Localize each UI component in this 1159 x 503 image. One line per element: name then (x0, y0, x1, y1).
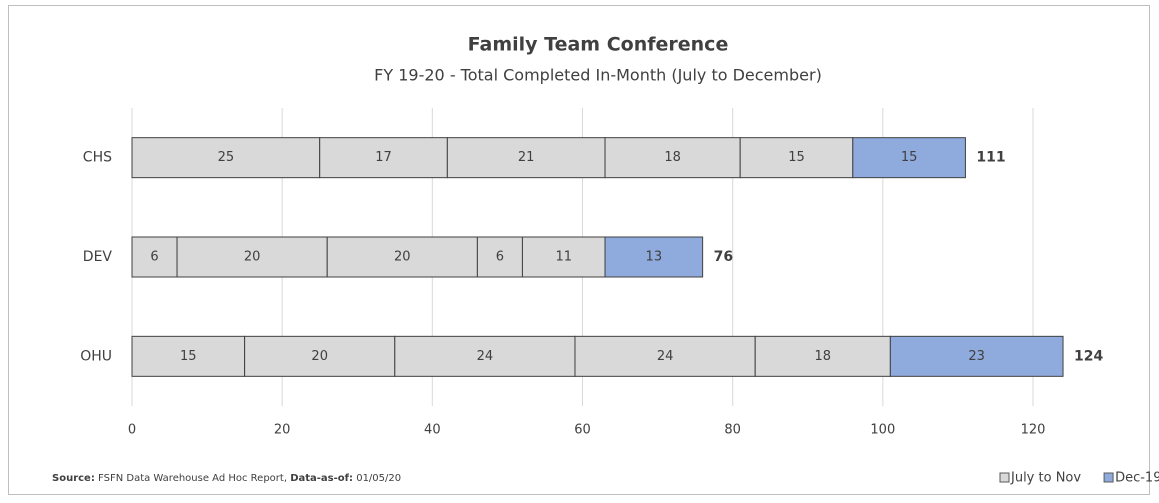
x-tick-label: 20 (274, 423, 291, 438)
bar-segment (131, 236, 178, 278)
bar-segment (244, 335, 396, 377)
bar-segment (889, 335, 1064, 377)
data-label: 6 (150, 250, 158, 265)
data-label: 15 (901, 150, 918, 165)
total-label: 124 (1074, 348, 1103, 364)
source-text: 01/05/20 (356, 473, 401, 484)
y-tick-label: OHU (80, 348, 112, 364)
legend-swatch (999, 472, 1010, 483)
data-label: 11 (555, 250, 572, 265)
data-label: 24 (477, 349, 494, 364)
bar-segment (739, 137, 854, 179)
data-label: 15 (180, 349, 197, 364)
x-tick-label: 80 (724, 423, 741, 438)
legend-label: July to Nov (1010, 471, 1081, 486)
data-label: 17 (375, 150, 392, 165)
data-label: 20 (394, 250, 411, 265)
chart-subtitle: FY 19-20 - Total Completed In-Month (Jul… (374, 66, 822, 85)
bar-segment (394, 335, 576, 377)
bar-segment (176, 236, 328, 278)
source-label: Data-as-of: (290, 473, 353, 484)
total-label: 76 (714, 249, 733, 265)
bar-segment (604, 236, 704, 278)
source: Source: FSFN Data Warehouse Ad Hoc Repor… (52, 473, 401, 484)
bar-segment (476, 236, 523, 278)
bar-segment (574, 335, 756, 377)
x-tick-label: 100 (870, 423, 895, 438)
data-label: 15 (788, 150, 805, 165)
data-label: 18 (814, 349, 831, 364)
data-label: 20 (311, 349, 328, 364)
bar-segment (131, 137, 321, 179)
bar-segment (852, 137, 966, 179)
x-tick-label: 60 (574, 423, 591, 438)
bar-segment (319, 137, 448, 179)
source-label: Source: (52, 473, 95, 484)
data-label: 24 (657, 349, 674, 364)
total-label: 111 (976, 150, 1005, 166)
x-tick-label: 120 (1021, 423, 1046, 438)
legend-swatch (1103, 472, 1114, 483)
plot: 0 20 40 60 80 100 120 CHS 25 17 21 18 15 15 111 DEV 6 20 2… (80, 108, 1159, 486)
x-tick-label: 0 (128, 423, 136, 438)
legend-label: Dec-19 (1115, 471, 1159, 486)
data-label: 21 (518, 150, 535, 165)
source-text: FSFN Data Warehouse Ad Hoc Report, (98, 473, 287, 484)
chart-title: Family Team Conference (468, 34, 729, 56)
x-tick-label: 40 (424, 423, 441, 438)
data-label: 13 (646, 250, 663, 265)
y-tick-label: CHS (83, 150, 112, 166)
data-label: 18 (664, 150, 681, 165)
y-tick-label: DEV (83, 249, 113, 265)
data-label: 6 (496, 250, 504, 265)
data-label: 25 (218, 150, 235, 165)
data-label: 20 (244, 250, 261, 265)
data-label: 23 (968, 349, 985, 364)
